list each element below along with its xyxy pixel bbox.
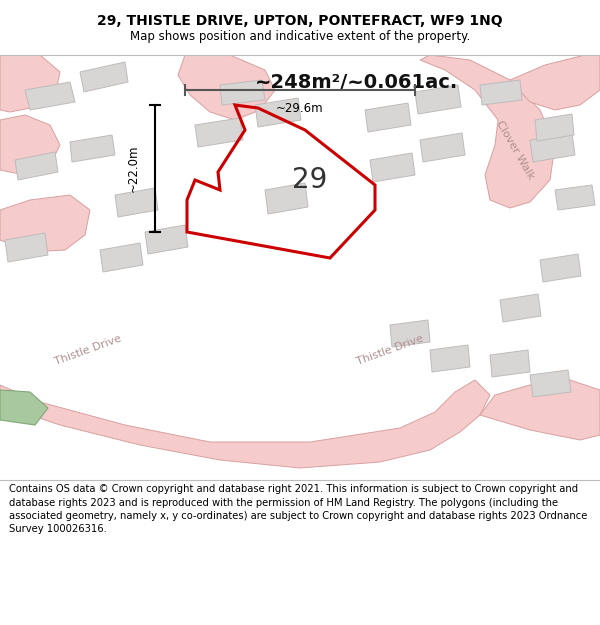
Polygon shape — [70, 135, 115, 162]
Polygon shape — [370, 153, 415, 182]
Polygon shape — [220, 80, 265, 105]
Text: Thistle Drive: Thistle Drive — [355, 333, 425, 367]
Polygon shape — [100, 243, 143, 272]
Polygon shape — [255, 98, 301, 127]
Polygon shape — [530, 370, 571, 397]
Polygon shape — [195, 118, 243, 147]
Text: ~22.0m: ~22.0m — [127, 145, 139, 192]
Text: Clover Walk: Clover Walk — [494, 119, 536, 181]
Polygon shape — [530, 133, 575, 162]
Polygon shape — [480, 380, 600, 440]
Text: 29: 29 — [292, 166, 328, 194]
Polygon shape — [420, 55, 555, 208]
Polygon shape — [430, 345, 470, 372]
Polygon shape — [415, 85, 461, 114]
Polygon shape — [490, 350, 530, 377]
Polygon shape — [0, 380, 490, 468]
Text: 29, THISTLE DRIVE, UPTON, PONTEFRACT, WF9 1NQ: 29, THISTLE DRIVE, UPTON, PONTEFRACT, WF… — [97, 14, 503, 28]
Polygon shape — [5, 233, 48, 262]
Text: ~29.6m: ~29.6m — [276, 101, 324, 114]
Text: Thistle Drive: Thistle Drive — [53, 333, 123, 367]
Polygon shape — [145, 225, 188, 254]
Polygon shape — [535, 114, 574, 141]
Polygon shape — [178, 55, 275, 120]
Polygon shape — [25, 82, 75, 110]
Polygon shape — [500, 294, 541, 322]
Polygon shape — [15, 152, 58, 180]
Polygon shape — [265, 183, 308, 214]
Polygon shape — [555, 185, 595, 210]
Polygon shape — [115, 188, 158, 217]
Polygon shape — [540, 254, 581, 282]
Polygon shape — [390, 320, 430, 347]
Polygon shape — [0, 390, 48, 425]
Polygon shape — [510, 55, 600, 110]
Polygon shape — [0, 195, 90, 252]
Text: ~248m²/~0.061ac.: ~248m²/~0.061ac. — [255, 72, 458, 91]
Text: Contains OS data © Crown copyright and database right 2021. This information is : Contains OS data © Crown copyright and d… — [9, 484, 587, 534]
Polygon shape — [0, 115, 60, 175]
Polygon shape — [80, 62, 128, 92]
Polygon shape — [365, 103, 411, 132]
Polygon shape — [420, 133, 465, 162]
Text: Map shows position and indicative extent of the property.: Map shows position and indicative extent… — [130, 30, 470, 43]
Polygon shape — [480, 80, 522, 105]
Polygon shape — [0, 55, 60, 112]
